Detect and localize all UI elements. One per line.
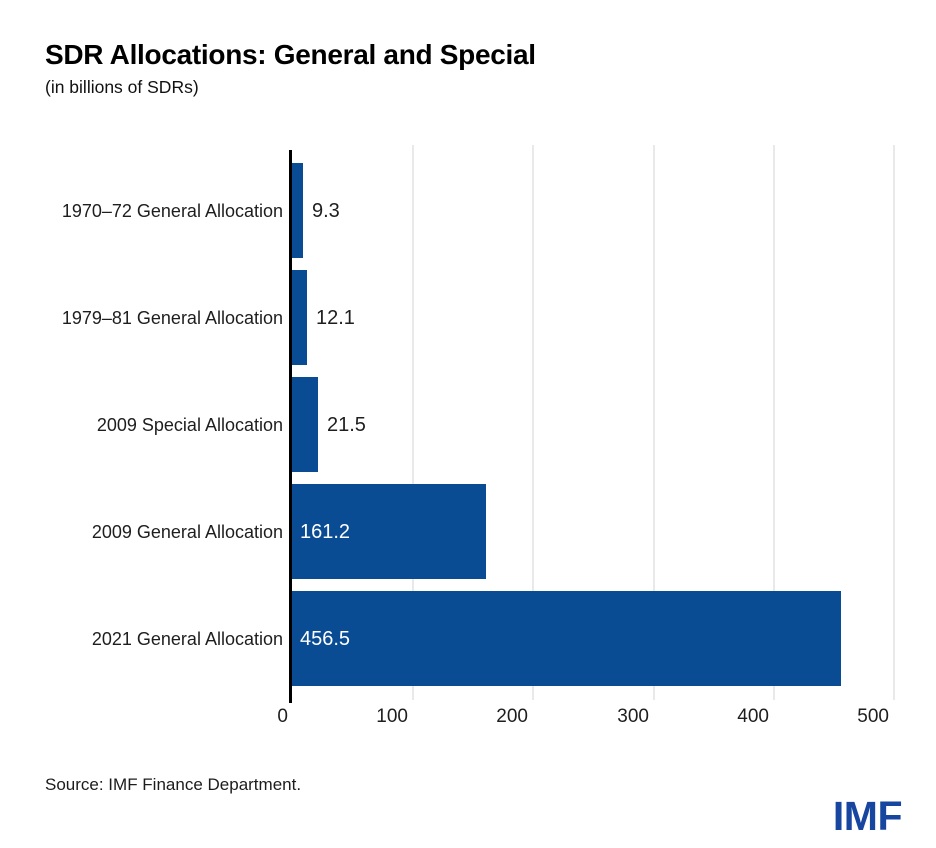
category-label: 2009 General Allocation <box>91 521 283 542</box>
category-label: 1970–72 General Allocation <box>61 200 283 221</box>
bar <box>292 163 303 258</box>
x-tick-label: 400 <box>737 706 769 727</box>
category-label: 2021 General Allocation <box>91 628 283 649</box>
category-label: 1979–81 General Allocation <box>61 307 283 328</box>
value-label: 12.1 <box>316 306 355 329</box>
bar <box>292 591 841 686</box>
gridline-x-400 <box>773 145 775 700</box>
source-note: Source: IMF Finance Department. <box>45 775 302 794</box>
value-label: 456.5 <box>300 627 351 650</box>
x-tick-label: 500 <box>857 706 889 727</box>
bar <box>292 377 318 472</box>
bar <box>292 484 486 579</box>
x-tick-label: 100 <box>376 706 408 727</box>
x-tick-label: 0 <box>277 706 288 727</box>
gridline-x-200 <box>532 145 534 700</box>
bar <box>292 270 307 365</box>
value-label: 21.5 <box>327 413 366 436</box>
chart-title: SDR Allocations: General and Special <box>45 39 536 70</box>
x-tick-label: 200 <box>496 706 528 727</box>
category-label: 2009 Special Allocation <box>96 414 283 435</box>
x-tick-label: 300 <box>617 706 649 727</box>
value-label: 9.3 <box>312 199 340 222</box>
value-label: 161.2 <box>300 520 351 543</box>
chart-subtitle: (in billions of SDRs) <box>45 77 199 97</box>
imf-logo: IMF <box>832 793 903 839</box>
gridline-x-300 <box>653 145 655 700</box>
gridline-x-500 <box>893 145 895 700</box>
gridline-x-100 <box>412 145 414 700</box>
y-axis-line <box>289 150 292 703</box>
